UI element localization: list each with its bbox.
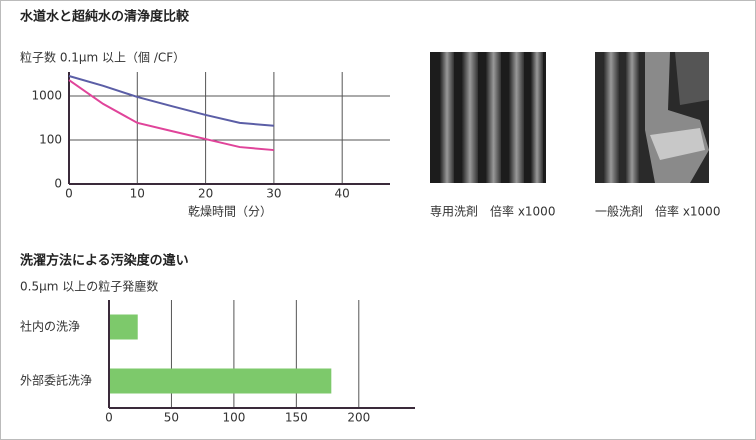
chart-subtitle: 0.5μm 以上の粒子発塵数 <box>20 279 158 294</box>
y-tick-label: 0 <box>54 177 62 191</box>
y-tick-label: 100 <box>39 132 62 146</box>
x-tick-label: 150 <box>285 411 308 425</box>
line-series <box>68 75 274 127</box>
y-tick-label: 1000 <box>31 88 62 102</box>
x-tick-label: 40 <box>335 187 350 201</box>
x-tick-label: 0 <box>105 411 113 425</box>
y-axis-label: 粒子数 0.1μm 以上（個 /CF） <box>20 50 185 65</box>
x-tick-label: 20 <box>198 187 213 201</box>
category-label: 社内の洗浄 <box>20 319 80 334</box>
x-tick-label: 100 <box>222 411 245 425</box>
chart-title: 水道水と超純水の清浄度比較 <box>20 9 190 25</box>
photo-caption: 専用洗剤 倍率 x1000 <box>430 204 555 219</box>
x-axis-label: 乾燥時間（分） <box>188 205 272 219</box>
x-tick-label: 200 <box>347 411 370 425</box>
bar <box>109 368 332 394</box>
bar <box>109 314 138 340</box>
x-tick-label: 30 <box>266 187 281 201</box>
chart-title: 洗濯方法による汚染度の違い <box>20 253 189 269</box>
x-tick-label: 10 <box>130 187 145 201</box>
category-label: 外部委託洗浄 <box>20 373 92 388</box>
line-series <box>68 79 274 152</box>
photo <box>595 52 709 183</box>
x-tick-label: 0 <box>65 187 73 201</box>
x-tick-label: 50 <box>164 411 179 425</box>
photo <box>430 52 546 183</box>
photo-caption: 一般洗剤 倍率 x1000 <box>595 204 720 219</box>
